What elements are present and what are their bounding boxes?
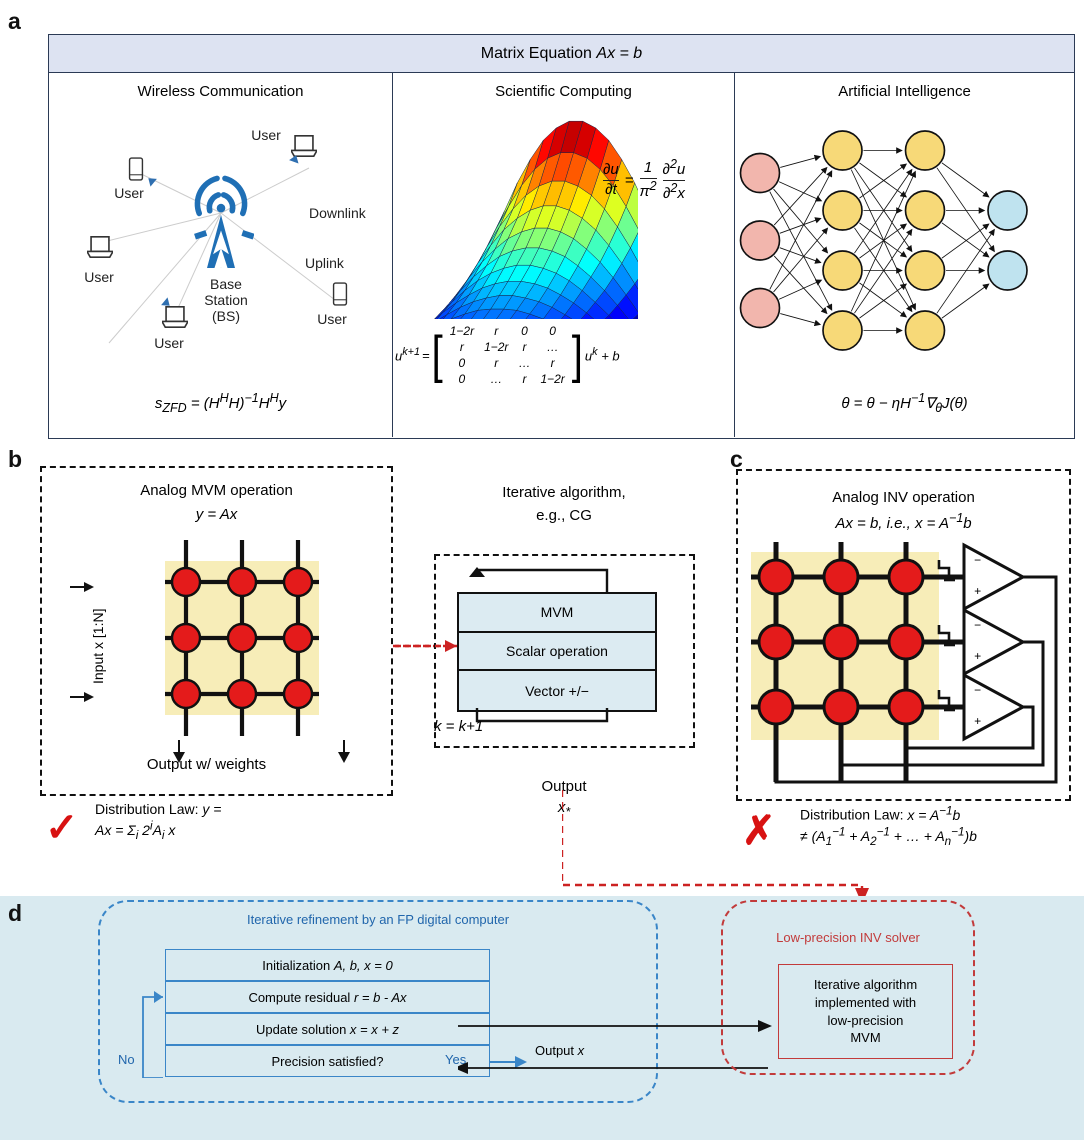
svg-text:+: +: [974, 714, 981, 728]
svg-text:−: −: [974, 683, 981, 697]
svg-text:+: +: [974, 649, 981, 663]
svg-text:−: −: [974, 618, 981, 632]
svg-text:−: −: [974, 553, 981, 567]
svg-text:+: +: [974, 584, 981, 598]
